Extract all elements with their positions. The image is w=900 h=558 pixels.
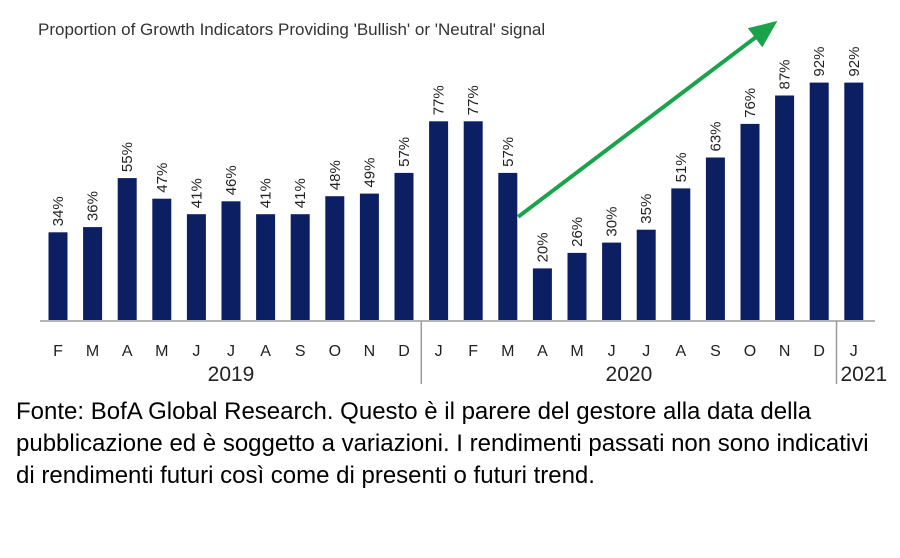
chart-title: Proportion of Growth Indicators Providin… <box>38 20 545 39</box>
x-tick-label-23: J <box>850 343 858 360</box>
x-tick-label-4: J <box>192 343 200 360</box>
x-tick-label-12: F <box>468 343 478 360</box>
x-tick-label-14: A <box>537 343 548 360</box>
value-label-4: 41% <box>188 178 205 208</box>
value-label-12: 77% <box>465 85 482 115</box>
bars-group <box>48 82 864 321</box>
year-label-2020: 2020 <box>606 363 653 386</box>
x-tick-label-15: M <box>570 343 583 360</box>
x-tick-label-8: O <box>329 343 341 360</box>
value-label-15: 26% <box>569 217 586 247</box>
bar-9 <box>359 193 379 320</box>
bar-12 <box>463 121 483 320</box>
value-label-16: 30% <box>604 207 621 237</box>
value-label-1: 36% <box>85 191 102 221</box>
bar-7 <box>290 214 310 320</box>
x-tick-label-9: N <box>364 343 376 360</box>
source-caption: Fonte: BofA Global Research. Questo è il… <box>16 398 869 489</box>
value-label-3: 47% <box>154 163 171 193</box>
value-label-0: 34% <box>50 196 67 226</box>
bar-chart: Proportion of Growth Indicators Providin… <box>38 20 888 386</box>
bar-19 <box>705 157 725 320</box>
bar-23 <box>844 82 864 320</box>
value-label-8: 48% <box>327 160 344 190</box>
x-tick-label-6: A <box>260 343 271 360</box>
year-label-2019: 2019 <box>208 363 255 386</box>
value-label-2: 55% <box>119 142 136 172</box>
bar-1 <box>83 227 103 320</box>
bar-8 <box>325 196 345 320</box>
value-labels-group: 34% 36% 55% 47% 41% 46% 41% 41% 48% 49% 57% 77% 77% 5… <box>50 47 863 263</box>
bar-20 <box>740 123 760 321</box>
bar-13 <box>498 172 518 320</box>
x-tick-label-3: M <box>155 343 168 360</box>
value-label-19: 63% <box>707 121 724 151</box>
bar-4 <box>186 214 206 320</box>
x-tick-label-20: O <box>744 343 756 360</box>
value-label-17: 35% <box>638 194 655 224</box>
bar-11 <box>429 121 449 320</box>
value-label-13: 57% <box>500 137 517 167</box>
bar-6 <box>256 214 276 320</box>
bar-22 <box>809 82 829 320</box>
value-label-5: 46% <box>223 165 240 195</box>
x-tick-label-16: J <box>608 343 616 360</box>
x-tick-label-2: A <box>122 343 133 360</box>
value-label-7: 41% <box>292 178 309 208</box>
x-tick-label-0: F <box>53 343 63 360</box>
x-tick-label-22: D <box>813 343 825 360</box>
year-labels-group: 2019 2020 2021 <box>208 321 888 386</box>
value-label-23: 92% <box>846 47 863 77</box>
value-label-10: 57% <box>396 137 413 167</box>
bar-15 <box>567 252 587 320</box>
bar-2 <box>117 178 137 320</box>
bar-18 <box>671 188 691 320</box>
value-label-22: 92% <box>811 47 828 77</box>
bar-17 <box>636 229 656 320</box>
bar-5 <box>221 201 241 320</box>
value-label-20: 76% <box>742 88 759 118</box>
x-tick-label-10: D <box>398 343 410 360</box>
x-tick-label-5: J <box>227 343 235 360</box>
bar-3 <box>152 198 172 320</box>
x-tick-label-19: S <box>710 343 721 360</box>
x-tick-label-11: J <box>435 343 443 360</box>
bar-0 <box>48 232 68 320</box>
bar-21 <box>775 95 795 320</box>
x-tick-label-21: N <box>779 343 791 360</box>
value-label-18: 51% <box>673 152 690 182</box>
x-tick-label-1: M <box>86 343 99 360</box>
value-label-6: 41% <box>258 178 275 208</box>
x-tick-label-13: M <box>501 343 514 360</box>
value-label-21: 87% <box>777 59 794 89</box>
trend-arrow <box>516 20 778 219</box>
year-label-2021: 2021 <box>841 363 888 386</box>
x-tick-label-17: J <box>642 343 650 360</box>
bar-10 <box>394 172 414 320</box>
x-tick-label-18: A <box>675 343 686 360</box>
value-label-14: 20% <box>534 232 551 262</box>
value-label-9: 49% <box>361 158 378 188</box>
bar-16 <box>602 242 622 320</box>
value-label-11: 77% <box>431 85 448 115</box>
x-tick-label-7: S <box>295 343 306 360</box>
bar-14 <box>532 268 552 320</box>
